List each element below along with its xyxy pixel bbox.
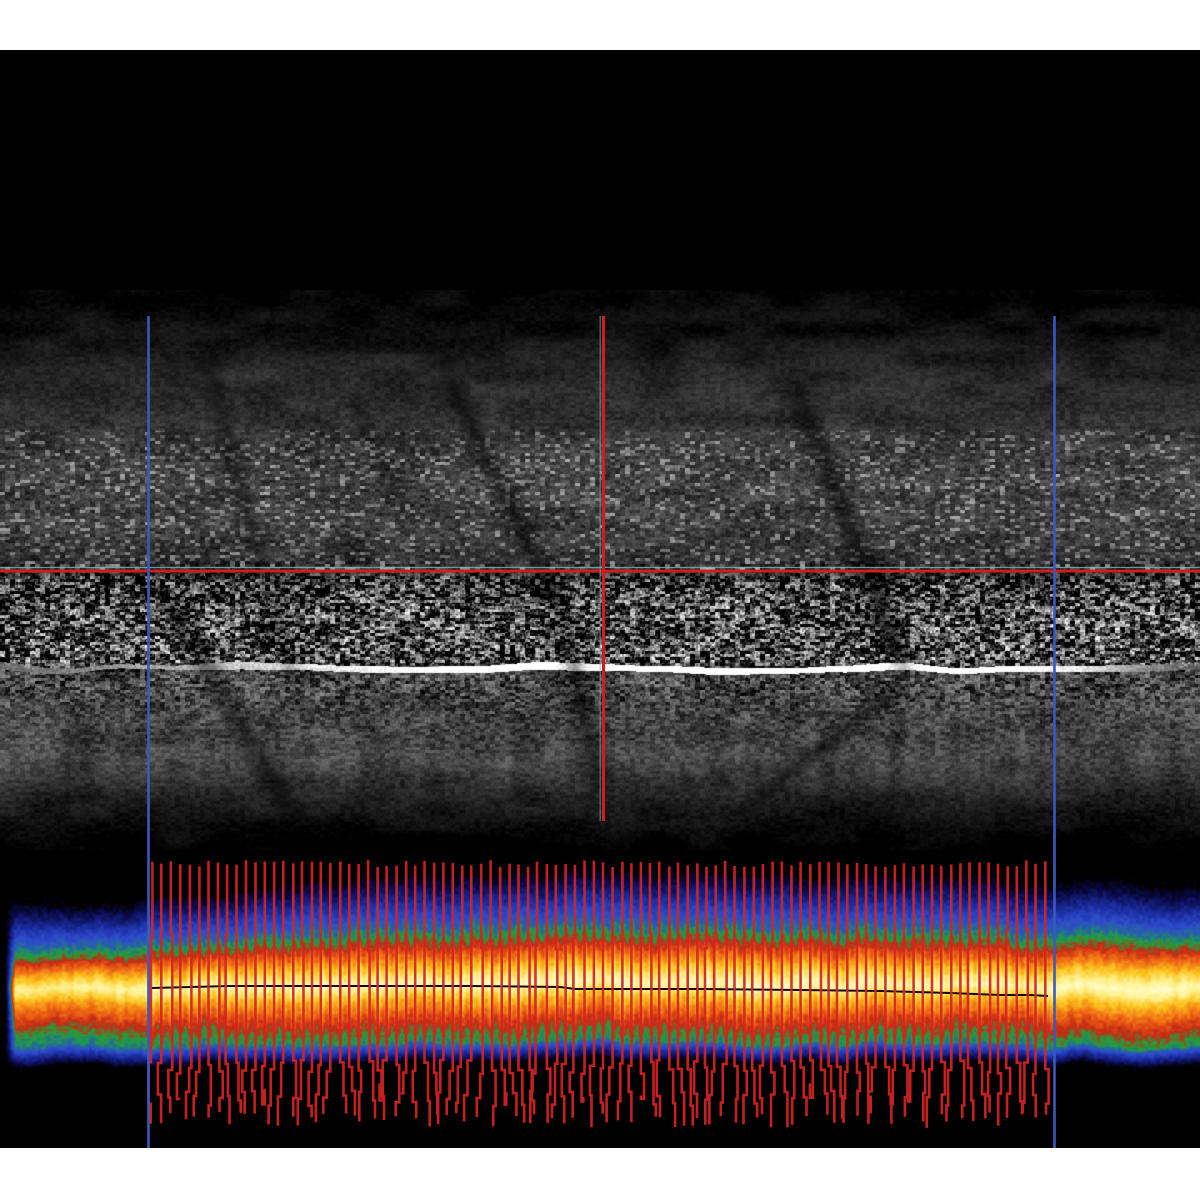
page-margin-bottom [0, 1148, 1200, 1200]
imaging-viewport [0, 50, 1200, 1148]
overlay-graphics [0, 316, 1200, 1148]
page-margin-top [0, 0, 1200, 50]
fringe-comb [147, 860, 1050, 1128]
